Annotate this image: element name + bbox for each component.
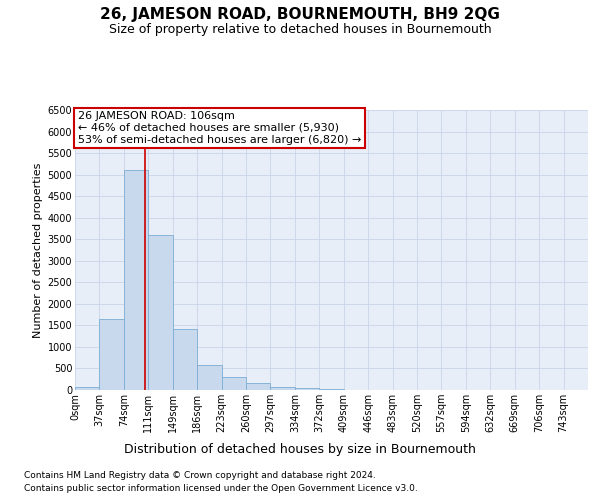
Text: 26, JAMESON ROAD, BOURNEMOUTH, BH9 2QG: 26, JAMESON ROAD, BOURNEMOUTH, BH9 2QG [100, 8, 500, 22]
Bar [221, 377, 246, 390]
Bar [295, 388, 319, 390]
Bar [100, 319, 124, 390]
Bar [319, 388, 344, 390]
Text: Contains HM Land Registry data © Crown copyright and database right 2024.: Contains HM Land Registry data © Crown c… [24, 471, 376, 480]
Bar [75, 388, 100, 390]
Text: Size of property relative to detached houses in Bournemouth: Size of property relative to detached ho… [109, 22, 491, 36]
Text: 26 JAMESON ROAD: 106sqm
← 46% of detached houses are smaller (5,930)
53% of semi: 26 JAMESON ROAD: 106sqm ← 46% of detache… [77, 112, 361, 144]
Text: Contains public sector information licensed under the Open Government Licence v3: Contains public sector information licen… [24, 484, 418, 493]
Bar [246, 384, 271, 390]
Text: Distribution of detached houses by size in Bournemouth: Distribution of detached houses by size … [124, 442, 476, 456]
Bar [173, 329, 197, 390]
Bar [197, 365, 221, 390]
Y-axis label: Number of detached properties: Number of detached properties [34, 162, 43, 338]
Bar [124, 170, 148, 390]
Bar [271, 386, 295, 390]
Bar [148, 235, 173, 390]
